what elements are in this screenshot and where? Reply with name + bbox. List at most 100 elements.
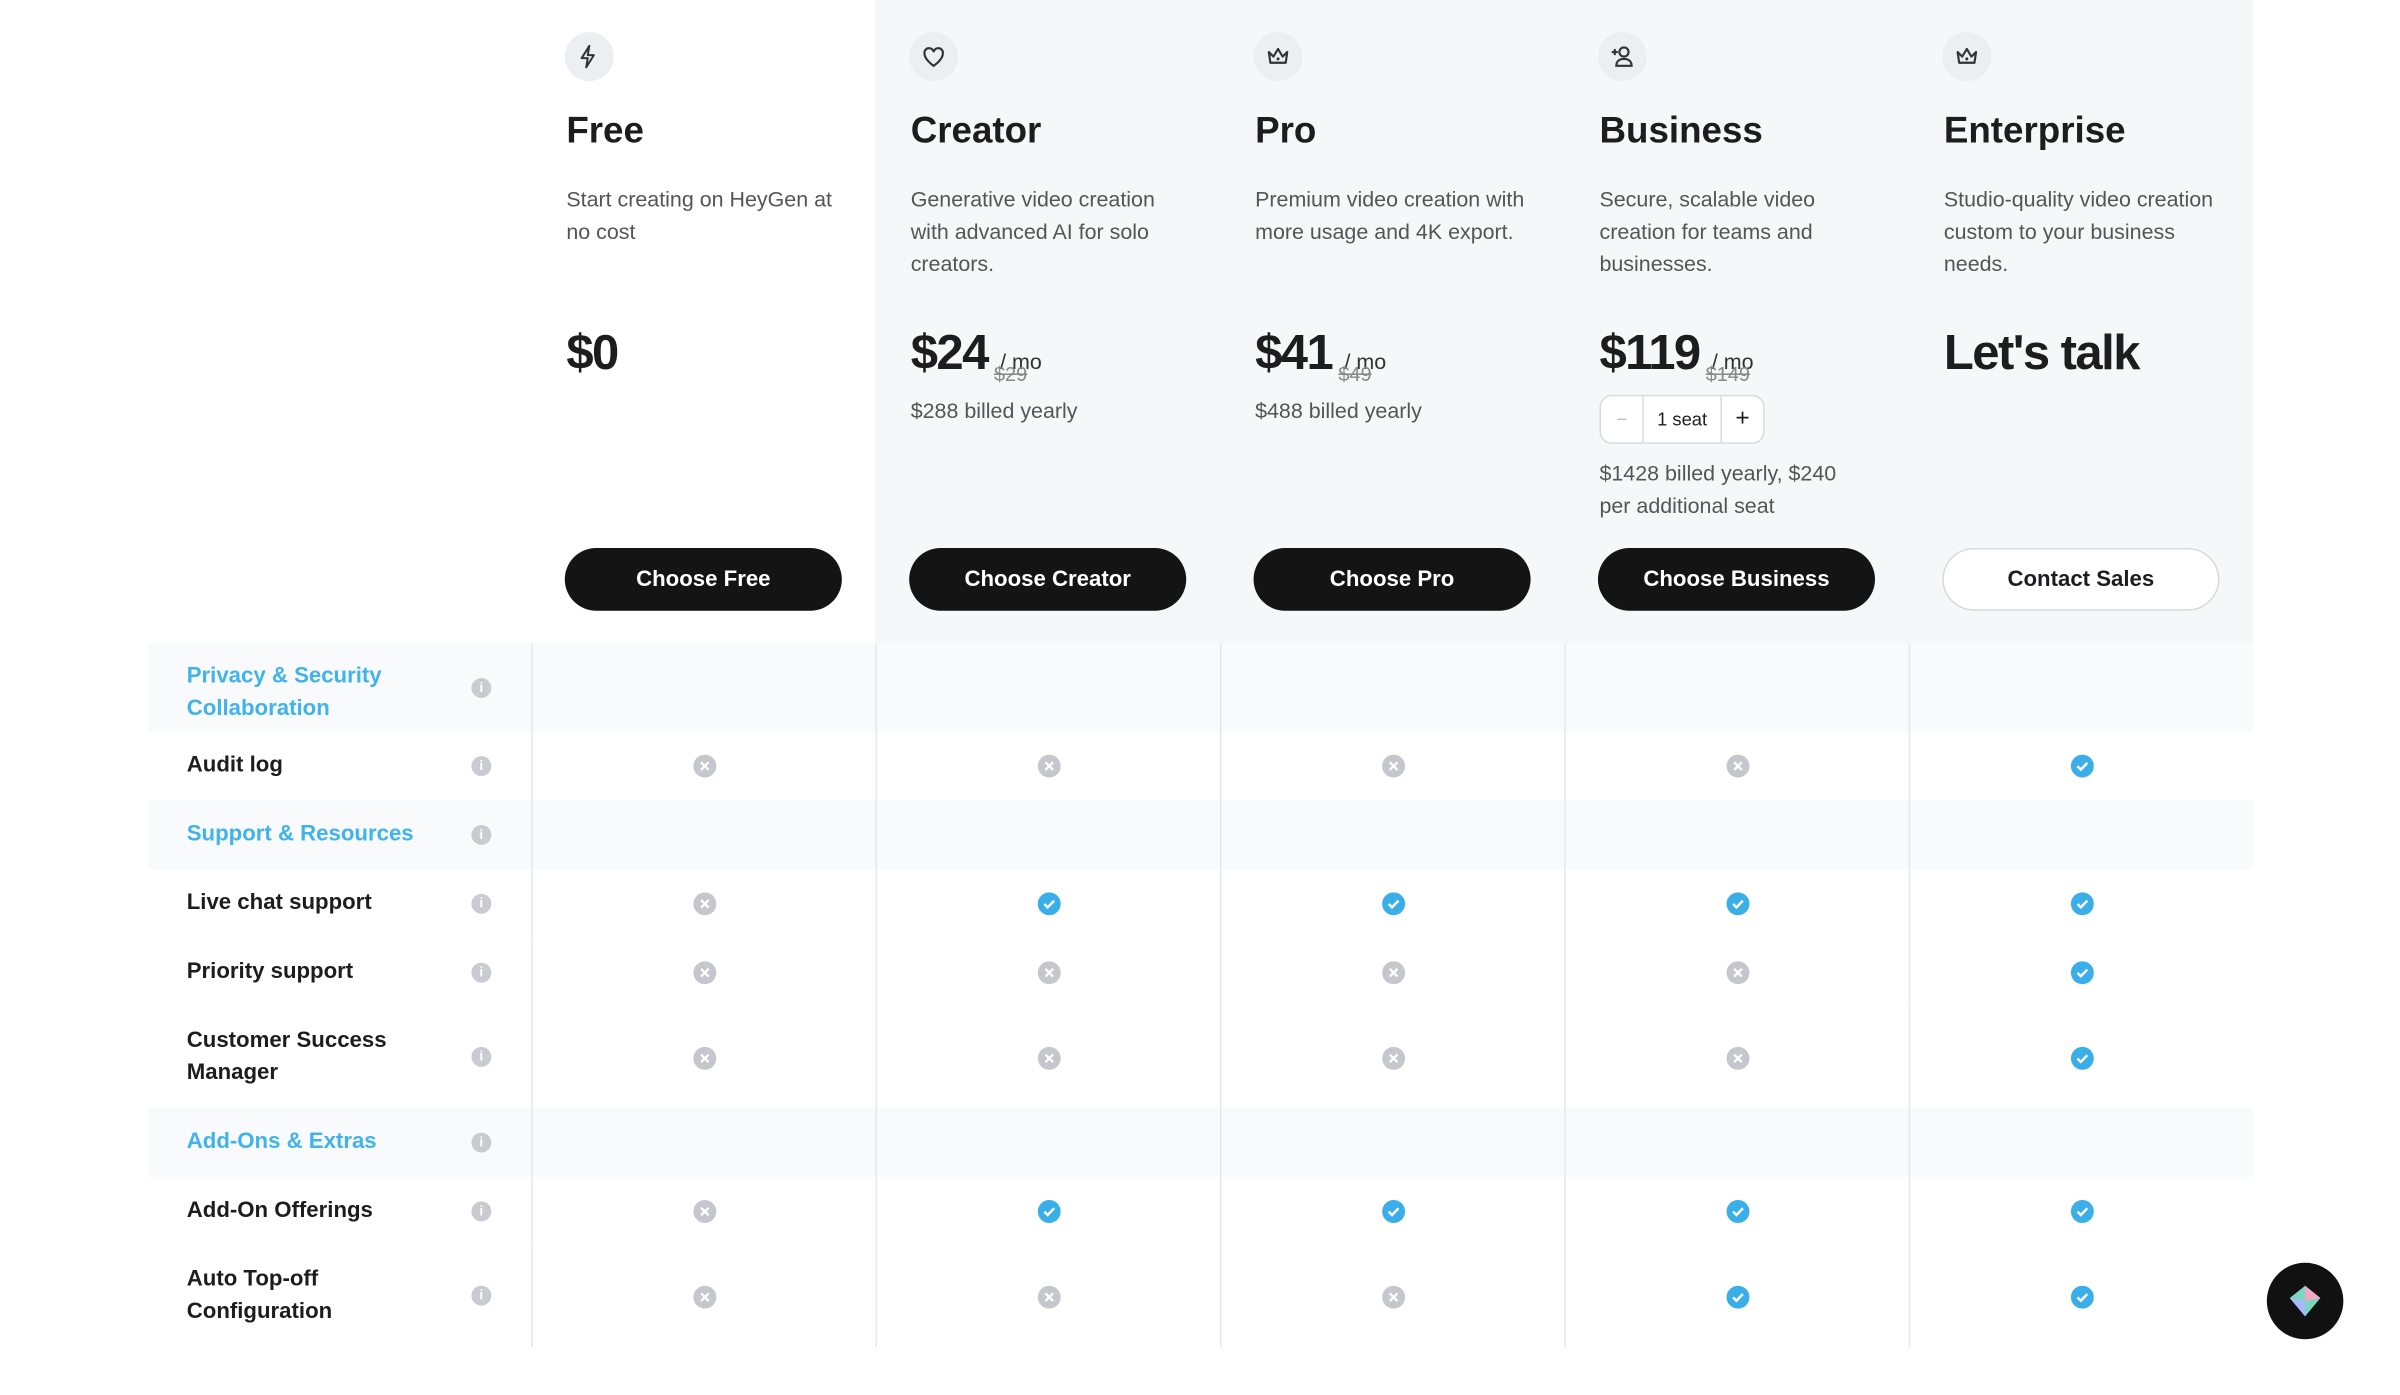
seat-decrement[interactable]: − [1601,396,1644,443]
feature-row: Customer Success Manager i [148,1007,2253,1109]
cell [1564,1177,1908,1246]
cross-icon [1036,1046,1060,1070]
cross-icon [1381,961,1405,985]
cell [1908,731,2253,801]
plan-price: $41 $49/ mo [1255,324,1387,385]
price-value: Let's talk [1943,324,2141,380]
cell [1564,642,1908,732]
info-icon[interactable]: i [471,1046,492,1067]
section-row: Support & Resources i [148,800,2254,870]
plan-description: Premium video creation with more usage a… [1255,186,1525,244]
cell [1564,1007,1908,1109]
cross-icon [692,754,716,778]
cell [1219,1007,1564,1109]
cell [1908,1177,2253,1246]
section-label: Support & Resources i [148,801,531,870]
plan-name: Free [566,110,644,152]
original-price: $29 [993,362,1028,386]
feature-table: Privacy & Security Collaboration i Audit lo… [148,642,2254,1347]
plan-name: Business [1599,110,1763,152]
cell [1564,1108,1908,1178]
cell [531,1007,875,1109]
cell [1219,1245,1564,1347]
plan-icon [1597,32,1647,82]
cross-icon [1381,1046,1405,1070]
check-icon [1036,892,1060,916]
seat-increment[interactable]: + [1720,396,1763,443]
cell [531,642,875,732]
plan-button[interactable]: Choose Creator [909,547,1187,611]
info-icon[interactable]: i [471,961,492,982]
feature-row: Auto Top-off Configuration i [148,1245,2253,1347]
cross-icon [692,1284,716,1308]
section-row: Privacy & Security Collaboration i [148,642,2254,732]
plan-price: $119 $149/ mo [1599,324,1753,385]
check-icon [2070,754,2094,778]
plan-button[interactable]: Contact Sales [1942,547,2220,611]
info-icon[interactable]: i [471,1200,492,1221]
cell [875,938,1220,1008]
section-subtitle: Collaboration [186,696,330,721]
cell [1219,1108,1564,1178]
section-label: Add-Ons & Extras i [148,1108,531,1177]
price-period: / mo [1000,348,1042,374]
cell [1564,800,1908,870]
price-value: $0 [566,324,619,380]
plan-icon [909,32,959,82]
plan-name: Enterprise [1943,110,2126,152]
section-row: Add-Ons & Extras i [148,1108,2254,1178]
info-icon[interactable]: i [471,893,492,914]
plan-card: Free Start creating on HeyGen at no cost $… [531,0,876,643]
cross-icon [1725,961,1749,985]
cross-icon [1036,1284,1060,1308]
cell [1564,1245,1908,1347]
cross-icon [692,1199,716,1223]
plan-name: Pro [1255,110,1317,152]
feature-label: Live chat support i [148,869,531,938]
plan-description: Generative video creation with advanced … [910,186,1155,276]
cell [531,869,875,939]
info-icon[interactable]: i [471,678,492,698]
price-value: $119 [1599,324,1701,380]
feature-label: Auto Top-off Configuration i [148,1246,531,1347]
chat-button[interactable] [2266,1262,2344,1340]
price-period: / mo [1344,348,1387,374]
cell [1908,1108,2253,1178]
info-icon[interactable]: i [471,1131,492,1152]
cell [875,1108,1220,1178]
info-icon[interactable]: i [471,755,492,776]
seat-stepper: −1 seat + [1599,394,1765,444]
plan-price: $0 [566,324,619,381]
feature-label: Audit log i [148,732,531,801]
check-icon [1381,892,1405,916]
cross-icon [1381,1284,1405,1308]
cross-icon [1725,754,1749,778]
check-icon [1725,892,1749,916]
cell [875,869,1220,939]
plan-description: Start creating on HeyGen at no cost [566,186,832,244]
check-icon [1725,1199,1749,1223]
info-icon[interactable]: i [471,824,492,845]
cell [1219,869,1564,939]
check-icon [1036,1199,1060,1223]
plan-button[interactable]: Choose Free [564,547,842,611]
section-title: Support & Resources [186,821,414,847]
cross-icon [692,892,716,916]
cell [1219,1177,1564,1246]
plan-icon [1942,32,1992,82]
feature-name: Add-On Offerings [186,1198,373,1223]
plan-button[interactable]: Choose Business [1597,547,1875,611]
cross-icon [692,1046,716,1070]
feature-row: Add-On Offerings i [148,1177,2253,1246]
cell [1219,642,1564,732]
original-price: $149 [1705,362,1751,386]
plan-button[interactable]: Choose Pro [1253,547,1531,611]
cell [1219,938,1564,1008]
cell [1219,731,1564,801]
cell [531,1108,875,1178]
plan-description: Studio-quality video creation custom to … [1943,186,2214,276]
plan-name: Creator [910,110,1042,152]
info-icon[interactable]: i [471,1285,492,1306]
